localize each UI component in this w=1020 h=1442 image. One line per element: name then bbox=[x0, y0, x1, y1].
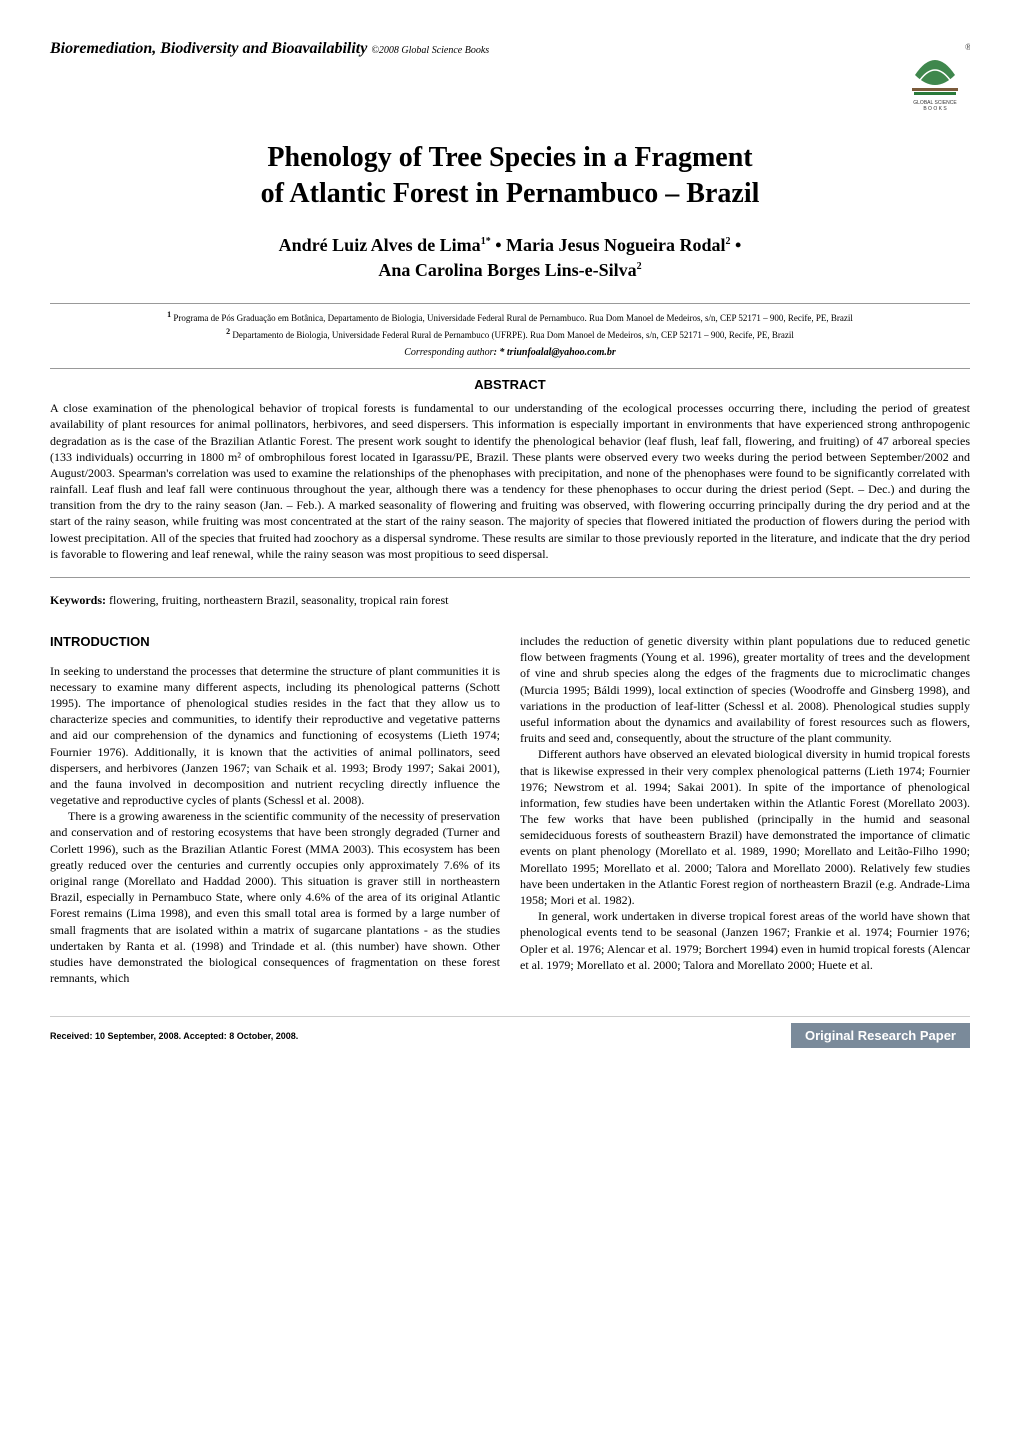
divider bbox=[50, 577, 970, 578]
author-sep-1: • bbox=[491, 235, 506, 255]
publisher-logo: ® GLOBAL SCIENCE B O O K S bbox=[900, 40, 970, 110]
title-line-2: of Atlantic Forest in Pernambuco – Brazi… bbox=[261, 178, 760, 209]
registered-mark: ® bbox=[965, 42, 970, 52]
journal-info: Bioremediation, Biodiversity and Bioavai… bbox=[50, 40, 489, 58]
paper-type-badge: Original Research Paper bbox=[791, 1023, 970, 1048]
affiliations-block: 1 Programa de Pós Graduação em Botânica,… bbox=[50, 303, 970, 342]
keywords-label: Keywords: bbox=[50, 593, 106, 607]
author-3: Ana Carolina Borges Lins-e-Silva bbox=[378, 260, 636, 280]
journal-name: Bioremediation, Biodiversity and Bioavai… bbox=[50, 40, 367, 57]
title-line-1: Phenology of Tree Species in a Fragment bbox=[267, 142, 752, 173]
author-1-sup: 1* bbox=[481, 236, 491, 247]
corresponding-label: Corresponding author bbox=[404, 347, 493, 358]
intro-para-5: In general, work undertaken in diverse t… bbox=[520, 908, 970, 973]
column-right: includes the reduction of genetic divers… bbox=[520, 633, 970, 986]
svg-text:B O O K S: B O O K S bbox=[923, 106, 947, 110]
keywords-text: flowering, fruiting, northeastern Brazil… bbox=[106, 593, 448, 607]
received-date: Received: 10 September, 2008. Accepted: … bbox=[50, 1031, 298, 1041]
column-left: INTRODUCTION In seeking to understand th… bbox=[50, 633, 500, 986]
author-3-sup: 2 bbox=[637, 261, 642, 272]
intro-para-4: Different authors have observed an eleva… bbox=[520, 746, 970, 908]
paper-title: Phenology of Tree Species in a Fragment … bbox=[50, 140, 970, 213]
author-1: André Luiz Alves de Lima bbox=[279, 235, 481, 255]
aff-1-text: Programa de Pós Graduação em Botânica, D… bbox=[171, 313, 853, 323]
abstract-body: A close examination of the phenological … bbox=[50, 400, 970, 562]
introduction-heading: INTRODUCTION bbox=[50, 633, 500, 651]
keywords-block: Keywords: flowering, fruiting, northeast… bbox=[50, 593, 970, 608]
corresponding-email: : * triunfoalal@yahoo.com.br bbox=[494, 347, 616, 358]
abstract-heading: ABSTRACT bbox=[50, 368, 970, 392]
intro-para-3: includes the reduction of genetic divers… bbox=[520, 633, 970, 746]
journal-copyright: ©2008 Global Science Books bbox=[371, 45, 489, 56]
page-header: Bioremediation, Biodiversity and Bioavai… bbox=[50, 40, 970, 110]
intro-para-1: In seeking to understand the processes t… bbox=[50, 663, 500, 809]
page-footer: Received: 10 September, 2008. Accepted: … bbox=[50, 1016, 970, 1048]
aff-2-text: Departamento de Biologia, Universidade F… bbox=[230, 330, 794, 340]
author-sep-2: • bbox=[731, 235, 742, 255]
corresponding-author: Corresponding author: * triunfoalal@yaho… bbox=[50, 347, 970, 358]
author-2: Maria Jesus Nogueira Rodal bbox=[506, 235, 726, 255]
body-columns: INTRODUCTION In seeking to understand th… bbox=[50, 633, 970, 986]
intro-para-2: There is a growing awareness in the scie… bbox=[50, 808, 500, 986]
authors-block: André Luiz Alves de Lima1* • Maria Jesus… bbox=[50, 233, 970, 283]
